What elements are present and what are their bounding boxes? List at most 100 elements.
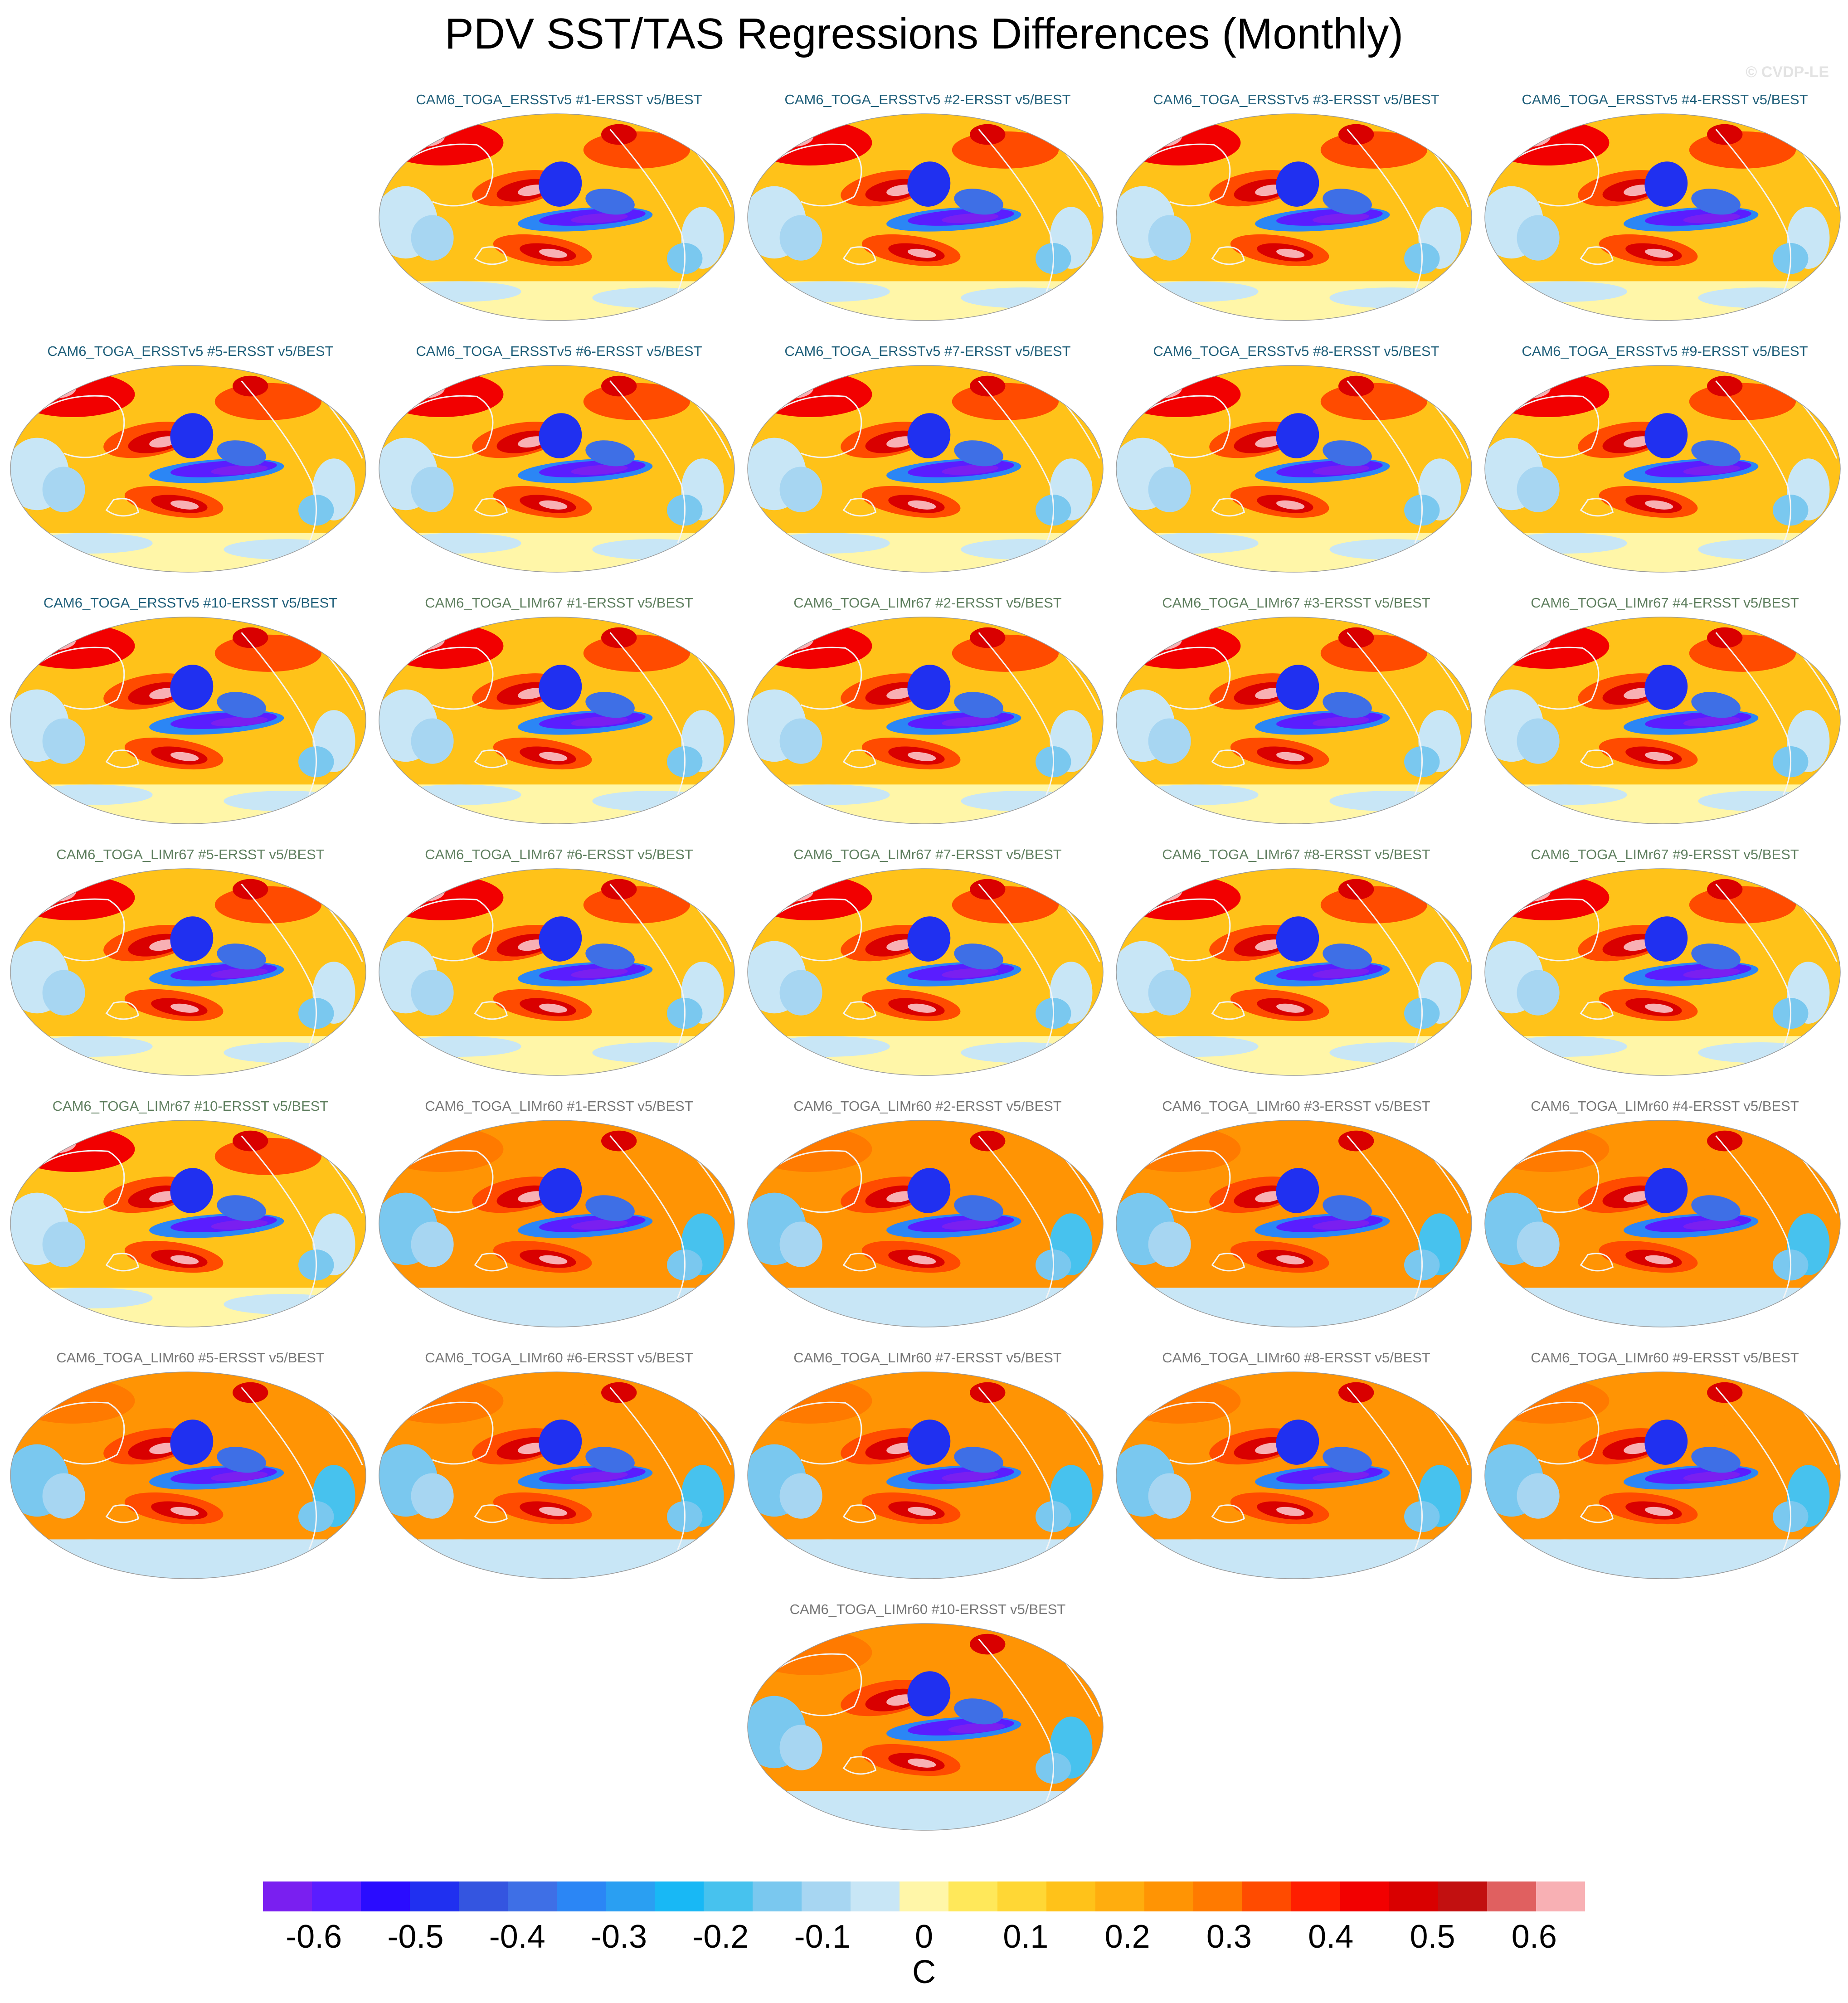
map-panel: CAM6_TOGA_LIMr60 #7-ERSST v5/BEST [744, 1349, 1111, 1589]
colorbar-swatch [1193, 1881, 1242, 1911]
coastline [474, 498, 508, 517]
eurasia-hot-spot [1508, 126, 1551, 147]
globe-outline [1484, 868, 1841, 1076]
tropical-pacific-coldest [942, 213, 999, 224]
coastline [387, 1150, 494, 1213]
colorbar-tick-label: -0.1 [794, 1919, 851, 1955]
eurasia-warm [1485, 371, 1610, 417]
eurasia-hot-spot [33, 629, 77, 650]
south-pacific-hot-core [539, 1255, 568, 1264]
east-pacific-cool [954, 1698, 1003, 1725]
map-panel: CAM6_TOGA_ERSSTv5 #6-ERSST v5/BEST [375, 342, 743, 583]
indian-ocean-cool [779, 215, 822, 261]
panel-title: CAM6_TOGA_ERSSTv5 #10-ERSST v5/BEST [43, 595, 338, 611]
south-pacific-hot-core [1645, 248, 1673, 258]
coastline [19, 1150, 125, 1213]
coastline [387, 647, 494, 710]
southern-cool-patch [1503, 1539, 1627, 1560]
indian-ocean-cool [411, 215, 454, 261]
colorbar-swatch [704, 1881, 753, 1911]
tropical-pacific-coldest [1312, 968, 1370, 978]
map-panel: CAM6_TOGA_LIMr67 #7-ERSST v5/BEST [744, 846, 1111, 1086]
north-america-warm [583, 634, 690, 672]
map-panel: CAM6_TOGA_LIMr67 #6-ERSST v5/BEST [375, 846, 743, 1086]
north-pacific-hot-core [1255, 939, 1284, 951]
tropical-pacific-coldest [942, 1220, 999, 1230]
globe-outline [1116, 868, 1472, 1076]
southern-cool-patch [1503, 1036, 1627, 1057]
east-pacific-cool [1323, 1447, 1372, 1473]
east-pacific-cool [217, 1447, 266, 1473]
global-map [747, 365, 1104, 573]
globe-outline [10, 1371, 366, 1579]
map-panel: CAM6_TOGA_ERSSTv5 #4-ERSST v5/BEST [1481, 91, 1848, 331]
southern-cool-patch [765, 1539, 890, 1560]
global-map [747, 1371, 1104, 1579]
coastline [1715, 1387, 1792, 1550]
map-panel: CAM6_TOGA_ERSSTv5 #9-ERSST v5/BEST [1481, 342, 1848, 583]
south-pacific-hot-core [170, 1507, 199, 1516]
coastline [1124, 647, 1231, 710]
arctic-warm-spot [970, 1382, 1006, 1403]
southern-cool-patch [397, 784, 521, 805]
eurasia-hot-spot [1139, 881, 1182, 902]
coastline [1493, 1401, 1600, 1465]
north-pacific-cool-arm [170, 1168, 214, 1213]
global-map [379, 113, 735, 321]
south-pacific-hot-core [1645, 752, 1673, 761]
globe-outline [747, 1623, 1104, 1831]
eurasia-hot-spot [402, 881, 445, 902]
southern-cool-patch [28, 1036, 153, 1057]
coastline [1347, 1387, 1423, 1550]
indian-ocean-cool [779, 1725, 822, 1770]
coastline [756, 395, 862, 458]
global-map [1116, 1371, 1472, 1579]
arctic-warm-spot [233, 1382, 268, 1403]
south-pacific-hot-core [539, 752, 568, 761]
southern-cool-patch [397, 533, 521, 554]
north-america-warm [1320, 634, 1427, 672]
east-pacific-cool [954, 692, 1003, 718]
coastline [1124, 898, 1231, 962]
north-pacific-cool-arm [539, 1168, 582, 1213]
eurasia-warm [1485, 623, 1610, 669]
arctic-warm-spot [601, 627, 637, 648]
south-pacific-hot-core [908, 1507, 936, 1516]
southern-cool-patch [1503, 784, 1627, 805]
panel-title: CAM6_TOGA_LIMr67 #4-ERSST v5/BEST [1531, 595, 1799, 611]
globe-outline [379, 113, 735, 321]
arctic-warm-spot [1707, 1130, 1743, 1152]
panel-title: CAM6_TOGA_ERSSTv5 #3-ERSST v5/BEST [1153, 92, 1439, 107]
colorbar-legend: -0.6 -0.5 -0.4 -0.3 -0.2 -0.1 0 0.1 0.2 0.3 0.4 0.5… [263, 1881, 1585, 1999]
north-pacific-cool-arm [170, 665, 214, 710]
tropical-pacific-coldest [571, 968, 628, 978]
north-pacific-hot-core [518, 436, 546, 448]
colorbar-tick-label: 0.6 [1511, 1919, 1557, 1955]
indian-ocean-cool [779, 718, 822, 764]
arctic-warm-spot [970, 879, 1006, 900]
map-panel: CAM6_TOGA_LIMr67 #4-ERSST v5/BEST [1481, 594, 1848, 834]
north-pacific-cool-arm [907, 916, 951, 962]
south-pacific-hot-core [908, 1255, 936, 1264]
globe-outline [10, 1120, 366, 1327]
north-pacific-cool-arm [539, 413, 582, 458]
southern-cool-patch [224, 1042, 348, 1063]
east-pacific-cool [1691, 943, 1741, 970]
globe-outline [747, 113, 1104, 321]
north-pacific-hot-core [518, 1443, 546, 1454]
south-pacific-hot-core [1276, 1255, 1305, 1264]
north-pacific-hot-core [518, 1191, 546, 1203]
coastline [241, 1387, 317, 1550]
southern-cool-patch [397, 1288, 521, 1308]
north-america-warm [1320, 886, 1427, 924]
north-america-warm [952, 1138, 1059, 1175]
eurasia-hot-spot [770, 126, 814, 147]
panel-title: CAM6_TOGA_LIMr60 #6-ERSST v5/BEST [425, 1350, 693, 1366]
indian-ocean-cool [779, 1221, 822, 1267]
globe-outline [1484, 365, 1841, 573]
colorbar-swatch [1095, 1881, 1144, 1911]
north-america-warm [1689, 1389, 1796, 1427]
tropical-pacific-coldest [571, 1220, 628, 1230]
north-america-warm [583, 131, 690, 169]
tropical-pacific-coldest [211, 716, 268, 727]
